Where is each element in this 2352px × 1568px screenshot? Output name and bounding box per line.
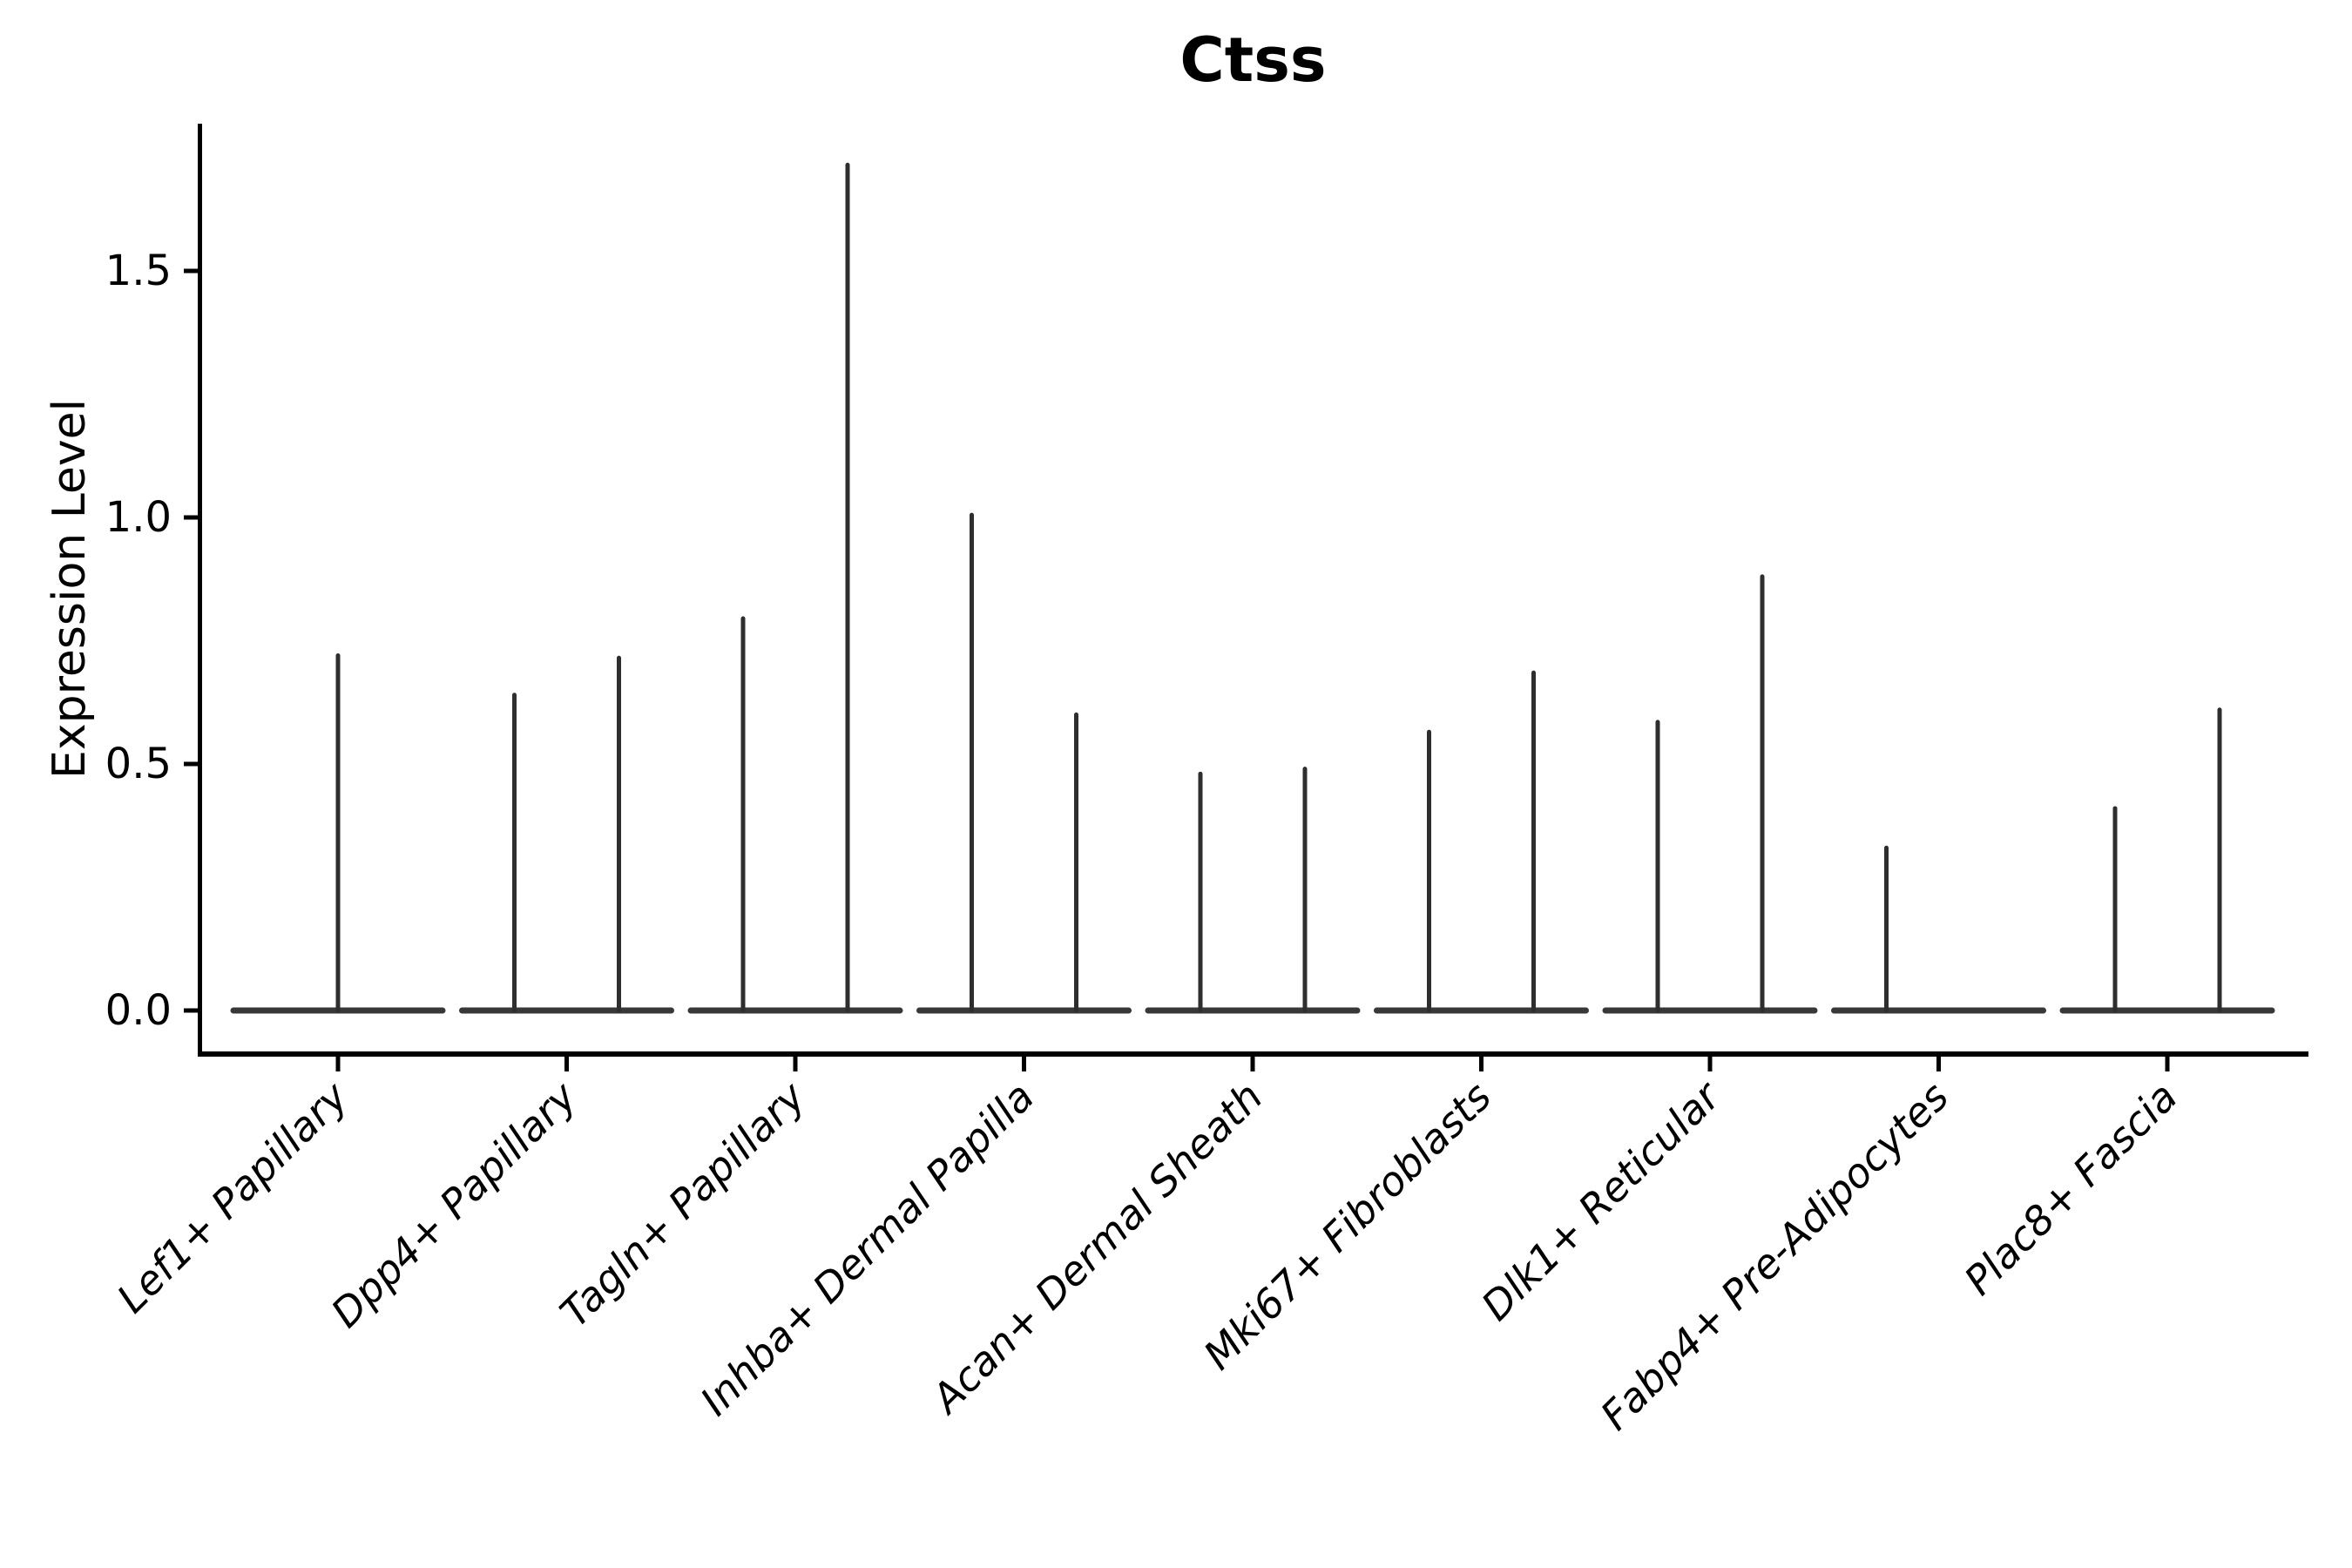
x-tick-label: Tagln+ Papillary bbox=[551, 1072, 814, 1336]
x-tick-label: Dpp4+ Papillary bbox=[322, 1072, 586, 1336]
y-tick-label: 0.5 bbox=[105, 740, 172, 788]
y-tick-label: 0.0 bbox=[105, 986, 172, 1035]
x-tick-label: Lef1+ Papillary bbox=[108, 1072, 357, 1321]
x-tick-label: Plac8+ Fascia bbox=[1955, 1073, 2186, 1304]
y-tick-label: 1.0 bbox=[105, 493, 172, 542]
x-tick-label: Dlk1+ Reticular bbox=[1472, 1071, 1731, 1329]
y-tick-label: 1.5 bbox=[105, 247, 172, 295]
chart-title: Ctss bbox=[1179, 24, 1327, 96]
